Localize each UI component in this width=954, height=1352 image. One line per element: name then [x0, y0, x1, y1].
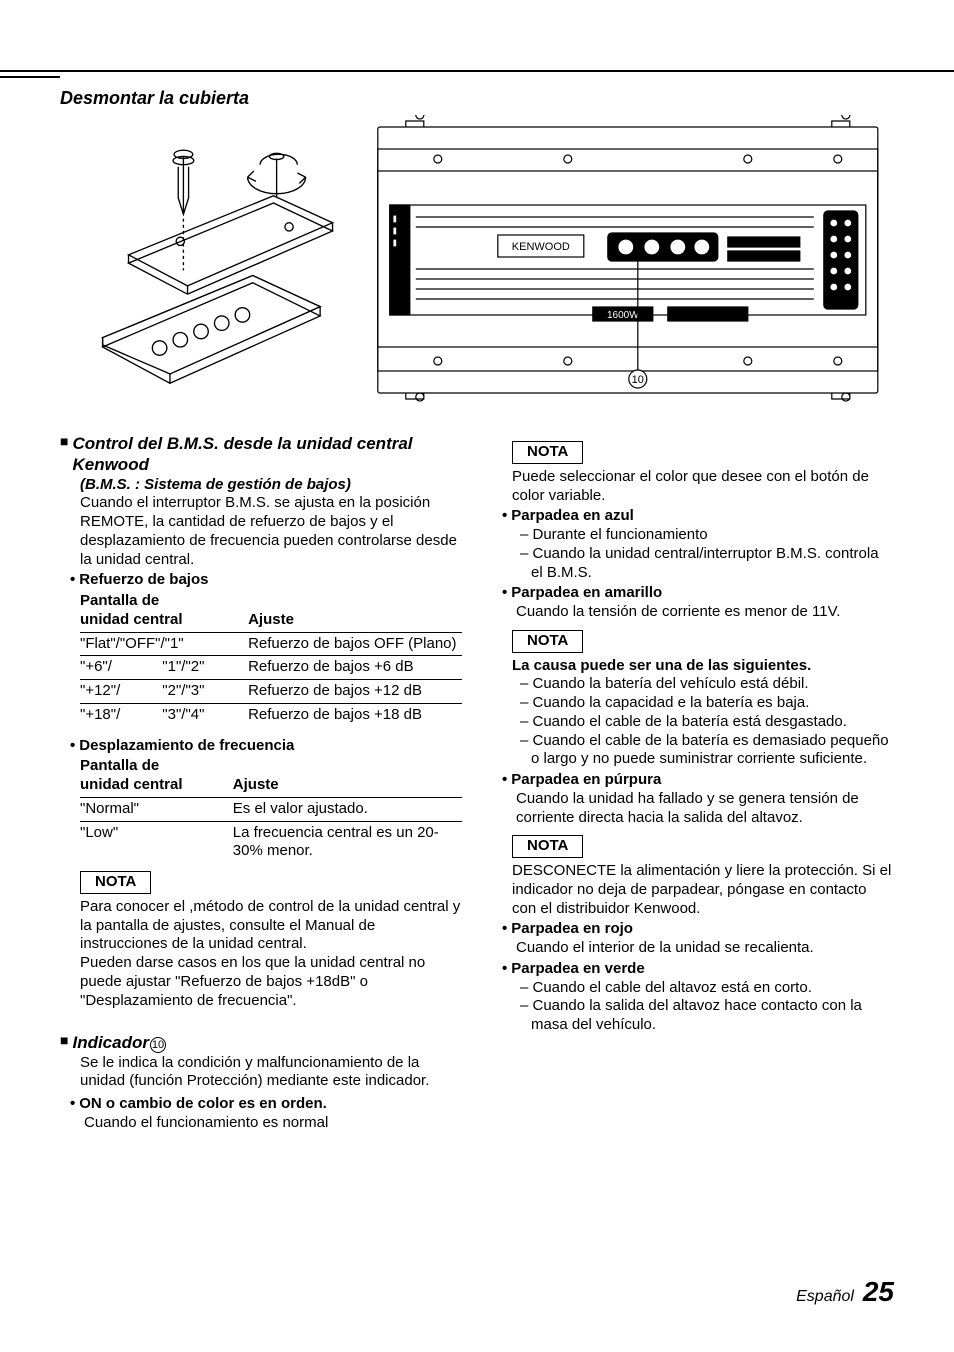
page-footer: Español 25 [796, 1276, 894, 1308]
purple-body: Cuando la unidad ha fallado y se genera … [516, 790, 894, 828]
red-body: Cuando el interior de la unidad se recal… [516, 939, 894, 958]
bms-heading: ■ Control del B.M.S. desde la unidad cen… [60, 433, 462, 476]
on-body: Cuando el funcionamiento es normal [84, 1114, 462, 1133]
list-item: – Cuando el cable de la batería está des… [520, 713, 894, 732]
indicator-intro: Se le indica la condición y malfuncionam… [80, 1054, 462, 1092]
table-row: "Low"La frecuencia central es un 20-30% … [80, 821, 462, 863]
nota-box: NOTA [512, 630, 583, 653]
nota-box: NOTA [512, 441, 583, 464]
nota2-heading: La causa puede ser una de las siguientes… [512, 657, 894, 676]
table-row: "+18"/"3"/"4"Refuerzo de bajos +18 dB [80, 703, 462, 726]
boost-heading: •Refuerzo de bajos [70, 571, 462, 590]
list-item: – Cuando la unidad central/interruptor B… [520, 545, 894, 583]
nota-box: NOTA [80, 871, 151, 894]
brand-text: KENWOOD [512, 241, 570, 253]
list-item: – Cuando el cable del altavoz está en co… [520, 979, 894, 998]
nota-text: Puede seleccionar el color que desee con… [512, 468, 894, 506]
table-row: "Normal"Es el valor ajustado. [80, 797, 462, 821]
list-item: – Cuando el cable de la batería es demas… [520, 732, 894, 770]
square-bullet-icon: ■ [60, 1032, 68, 1050]
rule-top [0, 70, 954, 72]
nota-text: Para conocer el ,método de control de la… [80, 898, 462, 954]
list-item: – Cuando la capacidad e la batería es ba… [520, 694, 894, 713]
yellow-heading: •Parpadea en amarillo [502, 584, 894, 603]
nota-text: DESCONECTE la alimentación y liere la pr… [512, 862, 894, 918]
bms-subheading: (B.M.S. : Sistema de gestión de bajos) [80, 476, 462, 495]
list-item: – Cuando la salida del altavoz hace cont… [520, 997, 894, 1035]
right-column: NOTA Puede seleccionar el color que dese… [492, 433, 894, 1133]
nota-text: Pueden darse casos en los que la unidad … [80, 954, 462, 1010]
nota-box: NOTA [512, 835, 583, 858]
diagram-title: Desmontar la cubierta [60, 88, 894, 109]
list-item: – Cuando la batería del vehículo está dé… [520, 675, 894, 694]
diagram-right: KENWOOD 1600W 10 [362, 115, 894, 405]
red-heading: •Parpadea en rojo [502, 920, 894, 939]
yellow-body: Cuando la tensión de corriente es menor … [516, 603, 894, 622]
table-row: "Flat"/"OFF"/"1"Refuerzo de bajos OFF (P… [80, 632, 462, 656]
svg-text:10: 10 [632, 374, 644, 386]
on-heading: •ON o cambio de color es en orden. [70, 1095, 462, 1114]
left-column: ■ Control del B.M.S. desde la unidad cen… [60, 433, 462, 1133]
indicator-heading: ■ Indicador10 [60, 1032, 462, 1053]
table-row: "+6"/"1"/"2"Refuerzo de bajos +6 dB [80, 656, 462, 680]
bms-intro: Cuando el interruptor B.M.S. se ajusta e… [80, 494, 462, 569]
purple-heading: •Parpadea en púrpura [502, 771, 894, 790]
blue-heading: •Parpadea en azul [502, 507, 894, 526]
freq-table: Pantalla deunidad central Ajuste "Normal… [80, 755, 462, 863]
rule-inset [0, 76, 60, 78]
freq-heading: •Desplazamiento de frecuencia [70, 737, 462, 756]
language-label: Español [796, 1288, 854, 1305]
svg-text:1600W: 1600W [607, 310, 639, 321]
boost-table: Pantalla deunidad central Ajuste "Flat"/… [80, 590, 462, 727]
square-bullet-icon: ■ [60, 433, 68, 451]
diagram-left [60, 115, 352, 405]
list-item: – Durante el funcionamiento [520, 526, 894, 545]
diagram-row: KENWOOD 1600W 10 [60, 115, 894, 405]
table-row: "+12"/"2"/"3"Refuerzo de bajos +12 dB [80, 680, 462, 704]
circled-number-icon: 10 [150, 1037, 166, 1053]
green-heading: •Parpadea en verde [502, 960, 894, 979]
page-number: 25 [863, 1276, 894, 1307]
